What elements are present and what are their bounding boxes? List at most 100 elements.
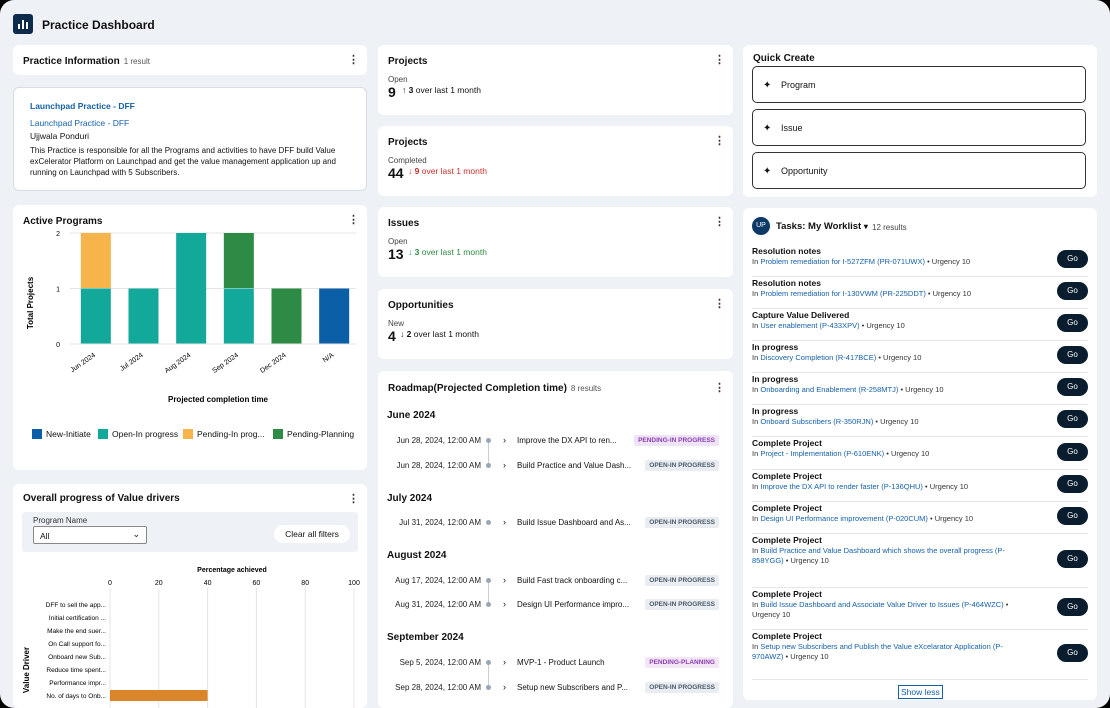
more-options-icon[interactable]: ⋮ xyxy=(348,493,359,505)
active-programs-card: Active Programs ⋮ 0 1 2 Jun 2024 Jul 2024 Aug… xyxy=(13,205,367,470)
legend-item-open-in-progress[interactable]: Open-In progress xyxy=(98,429,178,439)
y-axis-label: Total Projects xyxy=(26,276,35,329)
task-link[interactable]: Build Issue Dashboard and Associate Valu… xyxy=(760,600,1004,609)
go-button[interactable]: Go xyxy=(1057,644,1088,662)
more-options-icon[interactable]: ⋮ xyxy=(714,135,725,147)
roadmap-row[interactable]: Sep 28, 2024, 12:00 AM › Setup new Subscri… xyxy=(378,679,733,697)
task-item: Complete Project In Improve the DX API to… xyxy=(752,471,1088,502)
status-badge: OPEN-IN PROGRESS xyxy=(645,517,719,528)
roadmap-row[interactable]: Sep 5, 2024, 12:00 AM › MVP-1 - Product La… xyxy=(378,654,733,672)
value-drivers-chart: Percentage achieved 0 20 40 60 80 100 DFF to se… xyxy=(22,567,360,708)
bar-pending-planning xyxy=(223,233,254,288)
month-heading: July 2024 xyxy=(387,493,433,504)
y-tick-label: DFF to sell the app... xyxy=(46,602,107,609)
task-detail: In Discovery Completion (R-417BCE) • Urg… xyxy=(752,353,922,362)
stat-delta: ↓ 2 over last 1 month xyxy=(400,329,479,339)
avatar: UP xyxy=(752,217,770,235)
go-button[interactable]: Go xyxy=(1057,507,1088,525)
more-options-icon[interactable]: ⋮ xyxy=(348,54,359,66)
task-title: Complete Project xyxy=(752,471,822,481)
bar-new-initiate xyxy=(319,288,350,344)
show-less-link[interactable]: Show less xyxy=(898,685,943,699)
more-options-icon[interactable]: ⋮ xyxy=(714,382,725,394)
y-tick-label: Performance impr... xyxy=(49,680,106,687)
legend-item-pending-planning[interactable]: Pending-Planning xyxy=(273,429,354,439)
more-options-icon[interactable]: ⋮ xyxy=(714,216,725,228)
stat-value: 44 xyxy=(388,165,404,181)
bar-pending-in-prog- xyxy=(80,233,111,288)
roadmap-row[interactable]: Jun 28, 2024, 12:00 AM › Improve the DX AP… xyxy=(378,432,733,450)
go-button[interactable]: Go xyxy=(1057,442,1088,461)
status-badge: OPEN-IN PROGRESS xyxy=(645,682,719,693)
go-button[interactable]: Go xyxy=(1057,314,1088,332)
go-button[interactable]: Go xyxy=(1057,346,1088,364)
issues-card: Issues ⋮ Open 13 ↓ 3 over last 1 month xyxy=(378,207,733,277)
roadmap-row[interactable]: Jul 31, 2024, 12:00 AM › Build Issue Dashb… xyxy=(378,514,733,532)
task-link[interactable]: User enablement (P-433XPV) xyxy=(760,321,860,330)
stat-label: Completed xyxy=(388,156,427,165)
practice-sub-link[interactable]: Launchpad Practice - DFF xyxy=(30,118,130,128)
task-detail: In Improve the DX API to render faster (… xyxy=(752,482,969,491)
page-title: Practice Dashboard xyxy=(42,18,155,32)
y-tick-label: Initial certification ... xyxy=(49,615,106,622)
worklist-title[interactable]: Tasks: My Worklist ▾ xyxy=(776,221,868,232)
create-opportunity-button[interactable]: ✦ Opportunity xyxy=(752,152,1086,189)
task-link[interactable]: Build Practice and Value Dashboard which… xyxy=(752,546,1005,565)
legend-item-new-initiate[interactable]: New-Initiate xyxy=(32,429,91,439)
x-tick-label: 20 xyxy=(155,580,163,587)
task-title: Complete Project xyxy=(752,535,822,545)
go-button[interactable]: Go xyxy=(1057,282,1088,300)
task-title: In progress xyxy=(752,406,799,416)
y-tick-label: 2 xyxy=(56,231,60,238)
create-program-button[interactable]: ✦ Program xyxy=(752,66,1086,103)
task-title: Resolution notes xyxy=(752,246,821,256)
create-issue-button[interactable]: ✦ Issue xyxy=(752,109,1086,146)
card-title: Overall progress of Value drivers xyxy=(23,493,180,504)
go-button[interactable]: Go xyxy=(1057,378,1088,396)
task-detail: In Problem remediation for I-130VWM (PR-… xyxy=(752,289,971,298)
task-item: Capture Value Delivered In User enablemen… xyxy=(752,310,1088,341)
caret-down-icon: ▾ xyxy=(863,222,868,231)
task-detail: In Onboard Subscribers (R-350RJN) • Urge… xyxy=(752,417,919,426)
task-link[interactable]: Setup new Subscribers and Publish the Va… xyxy=(752,642,1003,661)
result-count: 12 results xyxy=(872,223,907,232)
status-badge: OPEN-IN PROGRESS xyxy=(645,460,719,471)
task-link[interactable]: Design UI Performance improvement (P-020… xyxy=(760,514,928,523)
bar xyxy=(110,690,208,701)
practice-name-link[interactable]: Launchpad Practice - DFF xyxy=(30,101,135,111)
task-link[interactable]: Problem remediation for I-130VWM (PR-225… xyxy=(760,289,926,298)
task-link[interactable]: Problem remediation for I-527ZFM (PR-071… xyxy=(760,257,925,266)
task-link[interactable]: Onboard Subscribers (R-350RJN) xyxy=(760,417,874,426)
go-button[interactable]: Go xyxy=(1057,250,1088,268)
task-link[interactable]: Discovery Completion (R-417BCE) xyxy=(760,353,877,362)
more-options-icon[interactable]: ⋮ xyxy=(348,214,359,226)
status-badge: PENDING-PLANNING xyxy=(645,657,719,668)
roadmap-row[interactable]: Aug 31, 2024, 12:00 AM › Design UI Perform… xyxy=(378,596,733,614)
task-title: Resolution notes xyxy=(752,278,821,288)
task-item: Complete Project In Design UI Performance… xyxy=(752,503,1088,534)
roadmap-card: Roadmap(Projected Completion time) 8 resu… xyxy=(378,371,733,708)
task-title: Complete Project xyxy=(752,631,822,641)
task-item: In progress In Discovery Completion (R-41… xyxy=(752,342,1088,373)
task-link[interactable]: Project - Implementation (P-610ENK) xyxy=(760,449,885,458)
task-link[interactable]: Onboarding and Enablement (R-258MTJ) xyxy=(760,385,899,394)
go-button[interactable]: Go xyxy=(1057,598,1088,616)
go-button[interactable]: Go xyxy=(1057,475,1088,493)
task-link[interactable]: Improve the DX API to render faster (P-1… xyxy=(760,482,923,491)
y-tick-label: 1 xyxy=(56,287,60,294)
chevron-right-icon: › xyxy=(503,435,506,445)
go-button[interactable]: Go xyxy=(1057,410,1088,428)
dashboard-chart-icon xyxy=(13,14,33,34)
program-name-select[interactable]: All ⌄ xyxy=(33,526,147,544)
clear-all-filters-button[interactable]: Clear all filters xyxy=(274,525,350,543)
roadmap-row[interactable]: Jun 28, 2024, 12:00 AM › Build Practice an… xyxy=(378,457,733,475)
more-options-icon[interactable]: ⋮ xyxy=(714,54,725,66)
roadmap-row[interactable]: Aug 17, 2024, 12:00 AM › Build Fast track … xyxy=(378,572,733,590)
go-button[interactable]: Go xyxy=(1057,550,1088,568)
legend-item-pending-in-progress[interactable]: Pending-In prog... xyxy=(183,429,265,439)
bar-open-in-progress xyxy=(80,288,111,344)
stat-value: 9 xyxy=(388,84,396,100)
task-detail: In User enablement (P-433XPV) • Urgency … xyxy=(752,321,905,330)
more-options-icon[interactable]: ⋮ xyxy=(714,298,725,310)
